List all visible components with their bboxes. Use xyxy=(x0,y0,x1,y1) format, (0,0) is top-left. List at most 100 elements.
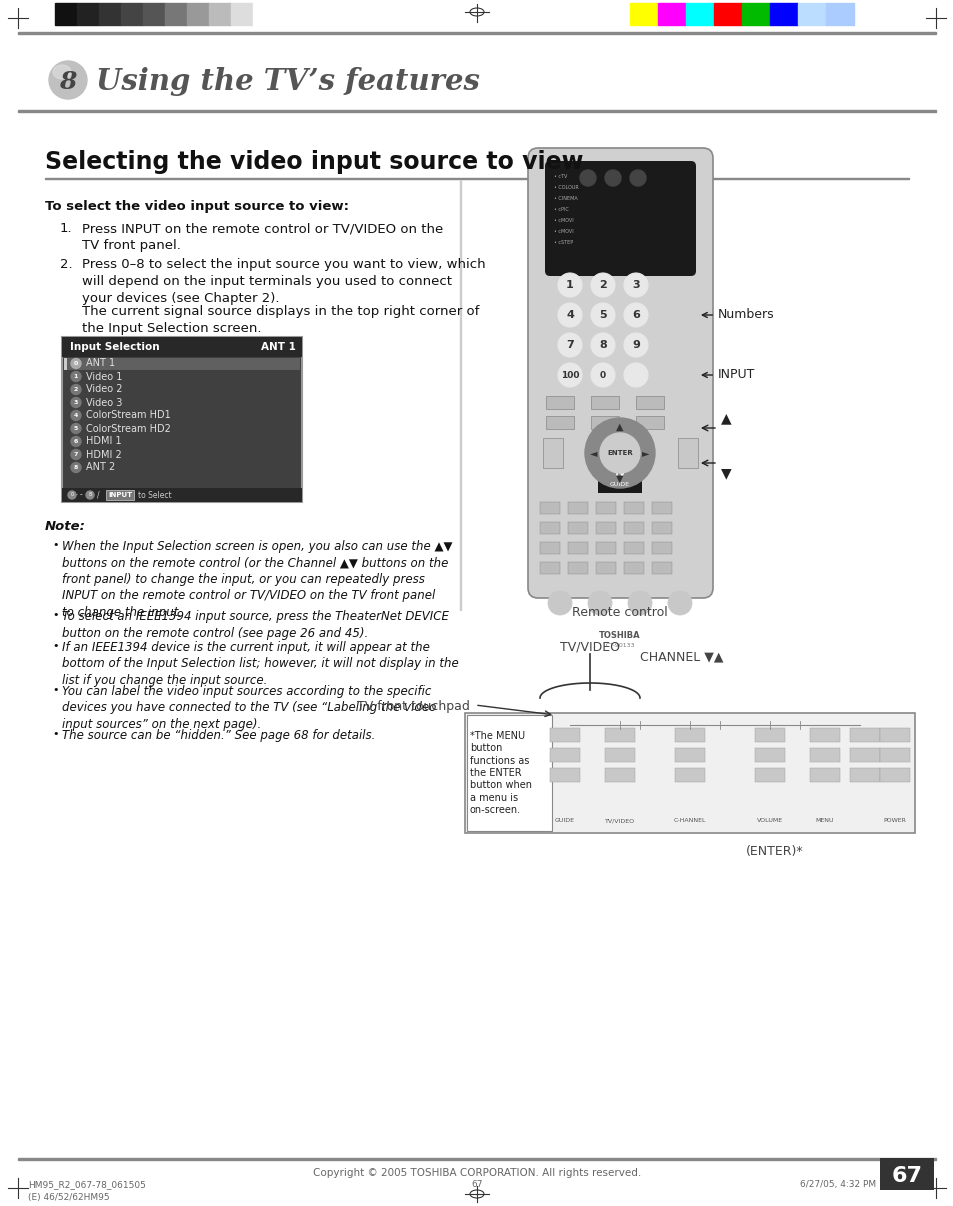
Bar xyxy=(809,748,840,762)
Text: 4: 4 xyxy=(73,412,78,418)
Circle shape xyxy=(579,170,596,186)
Text: -: - xyxy=(80,491,83,499)
Text: C-HANNEL: C-HANNEL xyxy=(673,819,705,824)
Bar xyxy=(596,502,616,514)
Text: ANT 1: ANT 1 xyxy=(261,343,295,352)
Text: ANT 2: ANT 2 xyxy=(86,462,115,473)
Text: 8: 8 xyxy=(89,492,91,498)
Bar xyxy=(62,336,302,502)
Bar xyxy=(550,728,579,742)
Text: ANT 1: ANT 1 xyxy=(86,358,115,369)
Text: ▼: ▼ xyxy=(720,466,731,480)
Circle shape xyxy=(86,491,94,499)
Text: •: • xyxy=(52,610,58,620)
Text: 5: 5 xyxy=(73,426,78,431)
Text: Video 2: Video 2 xyxy=(86,385,122,394)
Text: 2.: 2. xyxy=(60,258,72,271)
Circle shape xyxy=(590,273,615,297)
Bar xyxy=(623,541,643,554)
Text: The current signal source displays in the top right corner of
the Input Selectio: The current signal source displays in th… xyxy=(82,305,478,335)
Text: (E) 46/52/62HM95: (E) 46/52/62HM95 xyxy=(28,1193,110,1202)
Circle shape xyxy=(623,273,647,297)
Bar xyxy=(187,2,209,25)
Circle shape xyxy=(558,363,581,387)
Text: 2: 2 xyxy=(73,387,78,392)
Circle shape xyxy=(558,303,581,327)
Text: ▲: ▲ xyxy=(616,422,623,432)
Text: /: / xyxy=(97,491,99,499)
Bar xyxy=(209,2,231,25)
Bar xyxy=(879,728,909,742)
Bar xyxy=(550,748,579,762)
Bar xyxy=(77,2,99,25)
Text: ◄: ◄ xyxy=(590,447,598,458)
Bar xyxy=(550,768,579,781)
Text: When the Input Selection screen is open, you also can use the ▲▼
buttons on the : When the Input Selection screen is open,… xyxy=(62,540,452,619)
Bar xyxy=(809,728,840,742)
Bar xyxy=(678,438,698,468)
Circle shape xyxy=(71,423,81,433)
Text: 100: 100 xyxy=(560,370,578,380)
Bar xyxy=(64,358,299,370)
Text: TV/VIDEO: TV/VIDEO xyxy=(604,819,635,824)
Text: • cSTEP: • cSTEP xyxy=(554,240,573,245)
Text: • cTV: • cTV xyxy=(554,174,567,178)
Bar xyxy=(849,748,879,762)
Text: Using the TV’s features: Using the TV’s features xyxy=(96,68,479,96)
Text: INPUT: INPUT xyxy=(701,369,755,381)
Bar xyxy=(143,2,165,25)
Circle shape xyxy=(590,303,615,327)
Bar xyxy=(545,416,574,429)
Text: TV front touchpad: TV front touchpad xyxy=(356,699,470,713)
Text: • COLOUR: • COLOUR xyxy=(554,185,578,191)
Bar xyxy=(539,562,559,574)
Bar xyxy=(598,463,641,493)
Bar xyxy=(542,438,562,468)
Text: 5: 5 xyxy=(598,310,606,320)
Bar xyxy=(545,396,574,409)
Circle shape xyxy=(590,363,615,387)
Bar xyxy=(99,2,121,25)
Text: to Select: to Select xyxy=(138,491,172,499)
Text: HDMI 1: HDMI 1 xyxy=(86,437,121,446)
Circle shape xyxy=(558,273,581,297)
Text: Numbers: Numbers xyxy=(701,309,774,322)
Bar xyxy=(754,748,784,762)
Text: • cMOVI: • cMOVI xyxy=(554,229,573,234)
Text: • CINEMA: • CINEMA xyxy=(554,197,578,201)
Text: ▲: ▲ xyxy=(720,411,731,425)
Bar xyxy=(685,2,713,25)
Circle shape xyxy=(71,385,81,394)
Bar xyxy=(809,768,840,781)
Text: HDMI 2: HDMI 2 xyxy=(86,450,122,459)
Text: Selecting the video input source to view: Selecting the video input source to view xyxy=(45,150,583,174)
Bar xyxy=(623,502,643,514)
Bar xyxy=(18,110,935,111)
Bar xyxy=(741,2,769,25)
Circle shape xyxy=(623,333,647,357)
Ellipse shape xyxy=(53,65,71,80)
Circle shape xyxy=(623,363,647,387)
Bar xyxy=(567,562,587,574)
Circle shape xyxy=(71,450,81,459)
Bar xyxy=(675,748,704,762)
Bar xyxy=(590,416,618,429)
Bar xyxy=(106,490,133,500)
Bar xyxy=(675,768,704,781)
Text: 9: 9 xyxy=(632,340,639,350)
Text: GUIDE: GUIDE xyxy=(555,819,575,824)
FancyBboxPatch shape xyxy=(544,160,696,276)
Bar xyxy=(636,396,663,409)
Bar xyxy=(825,2,853,25)
Bar xyxy=(797,2,825,25)
Text: CHANNEL ▼▲: CHANNEL ▼▲ xyxy=(639,650,722,663)
Text: 8: 8 xyxy=(59,70,76,94)
Bar xyxy=(658,2,685,25)
Circle shape xyxy=(587,591,612,615)
Text: 1: 1 xyxy=(73,374,78,379)
Bar xyxy=(623,522,643,534)
Text: 6/27/05, 4:32 PM: 6/27/05, 4:32 PM xyxy=(800,1179,875,1189)
Bar xyxy=(604,748,635,762)
Bar xyxy=(590,396,618,409)
Bar xyxy=(675,728,704,742)
